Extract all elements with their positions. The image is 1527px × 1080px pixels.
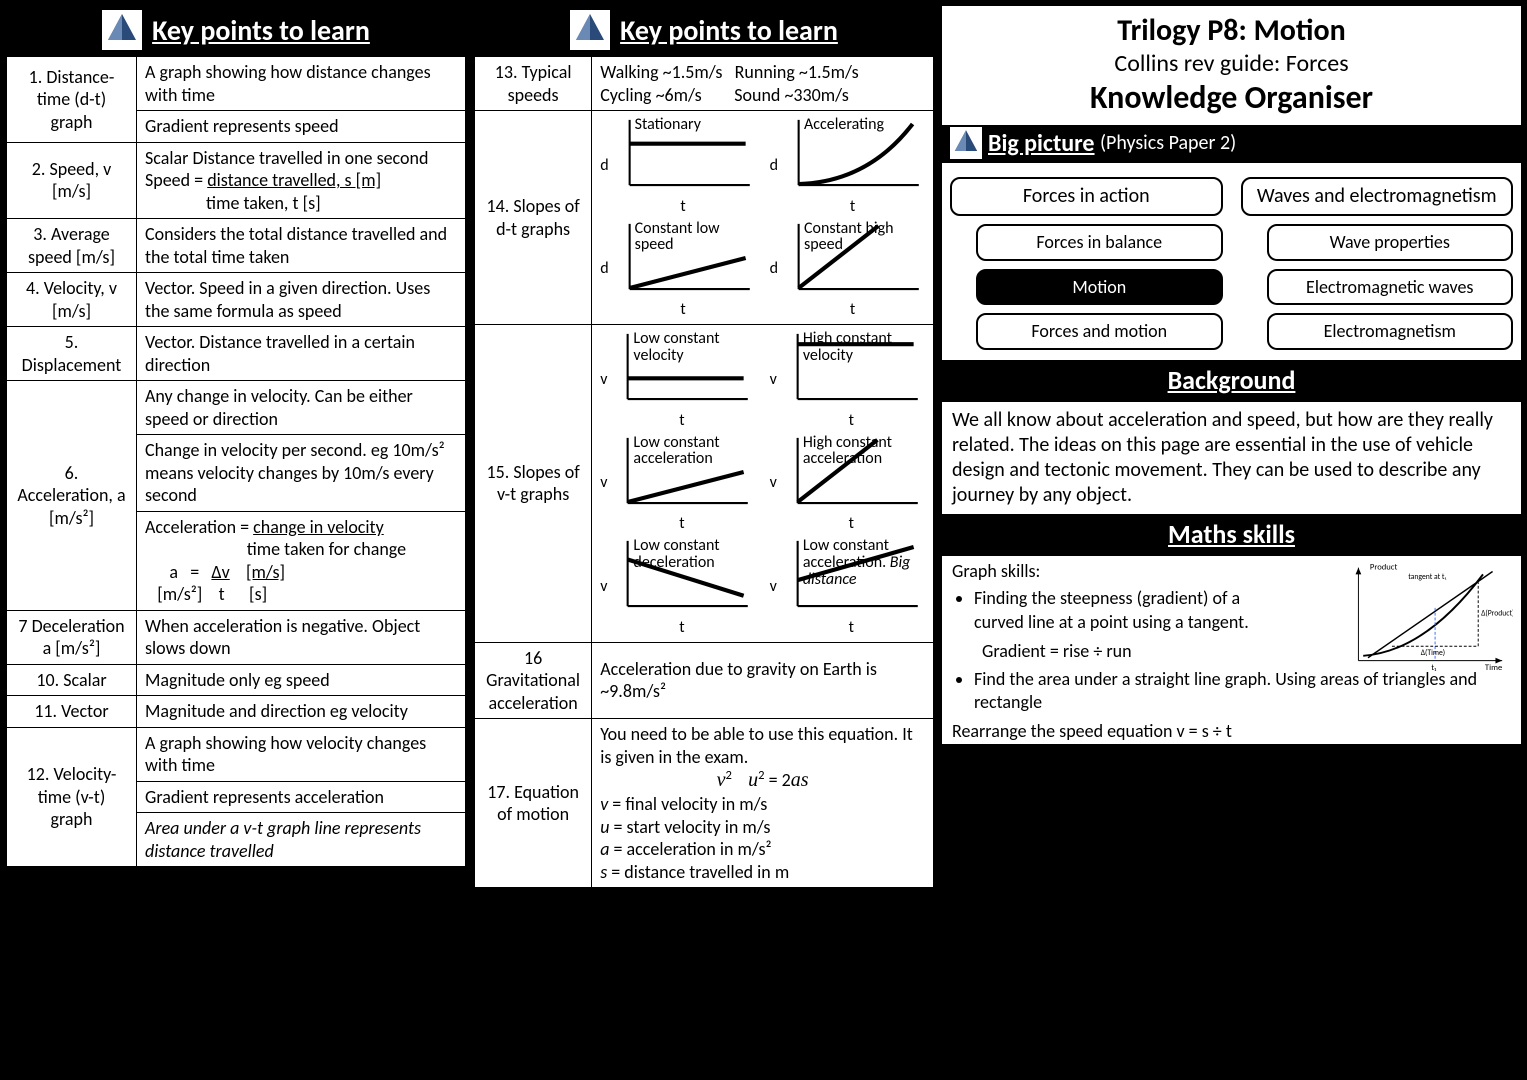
bp-topic-box: Electromagnetic waves bbox=[1267, 269, 1514, 306]
academy-trust-logo-icon bbox=[570, 10, 610, 50]
bp-topic-box: Motion bbox=[976, 269, 1223, 306]
bp-head-left: Forces in action bbox=[950, 177, 1223, 216]
table-row: 12. Velocity-time (v-t) graphA graph sho… bbox=[7, 727, 466, 781]
title-card: Trilogy P8: Motion Collins rev guide: Fo… bbox=[942, 6, 1521, 125]
page-type: Knowledge Organiser bbox=[946, 78, 1517, 117]
table-row: 16 Gravitational acceleration Accelerati… bbox=[475, 642, 934, 719]
table-row: 7 Deceleration a [m/s²]When acceleration… bbox=[7, 610, 466, 664]
bp-left-group: Forces in action Forces in balance Motion… bbox=[950, 177, 1223, 350]
bp-topic-box: Forces and motion bbox=[976, 313, 1223, 350]
table-row: 4. Velocity, v [m/s]Vector. Speed in a g… bbox=[7, 273, 466, 327]
bp-right-group: Waves and electromagnetism Wave properti… bbox=[1241, 177, 1514, 350]
mini-graph: vLow constant acceleration. Big distance… bbox=[770, 536, 925, 638]
academy-trust-logo-icon bbox=[950, 127, 982, 159]
table-row: 11. VectorMagnitude and direction eg vel… bbox=[7, 696, 466, 728]
mini-graph: vHigh constant velocityt bbox=[770, 329, 925, 431]
table-row: 3. Average speed [m/s]Considers the tota… bbox=[7, 219, 466, 273]
mini-graph: vHigh constant accelerationt bbox=[770, 433, 925, 535]
column-3: Trilogy P8: Motion Collins rev guide: Fo… bbox=[942, 6, 1521, 1074]
column-1: Key points to learn 1. Distance-time (d-… bbox=[6, 6, 466, 1074]
page-subtitle: Collins rev guide: Forces bbox=[946, 49, 1517, 78]
big-picture-panel: Forces in action Forces in balance Motion… bbox=[942, 163, 1521, 360]
bp-topic-box: Wave properties bbox=[1267, 224, 1514, 261]
mini-graph: vLow constant decelerationt bbox=[600, 536, 755, 638]
table-row: 10. ScalarMagnitude only eg speed bbox=[7, 664, 466, 696]
table-row: 15. Slopes of v-t graphs vLow constant v… bbox=[475, 325, 934, 643]
table-row: 6. Acceleration, a [m/s²]Any change in v… bbox=[7, 381, 466, 435]
svg-text:Product: Product bbox=[1370, 563, 1398, 573]
page-title: Trilogy P8: Motion bbox=[946, 12, 1517, 49]
maths-last: Rearrange the speed equation v = s ÷ t bbox=[952, 720, 1511, 743]
background-header: Background bbox=[942, 360, 1521, 402]
big-picture-header: Big picture (Physics Paper 2) bbox=[942, 125, 1521, 163]
mini-graph: dAcceleratingt bbox=[770, 115, 925, 217]
svg-text:Δ(Time): Δ(Time) bbox=[1421, 648, 1445, 658]
background-text: We all know about acceleration and speed… bbox=[942, 402, 1521, 514]
bp-topic-box: Forces in balance bbox=[976, 224, 1223, 261]
bp-topic-box: Electromagnetism bbox=[1267, 313, 1514, 350]
mini-graph: vLow constant velocityt bbox=[600, 329, 755, 431]
column-2: Key points to learn 13. Typical speeds W… bbox=[474, 6, 934, 1074]
svg-text:tangent at t₁: tangent at t₁ bbox=[1408, 573, 1446, 582]
definitions-table-2: 13. Typical speeds Walking ~1.5m/s Runni… bbox=[474, 56, 934, 888]
table-row: 5. DisplacementVector. Distance travelle… bbox=[7, 327, 466, 381]
mini-graph: vLow constant accelerationt bbox=[600, 433, 755, 535]
table-row: 2. Speed, v [m/s]Scalar Distance travell… bbox=[7, 142, 466, 219]
bp-head-right: Waves and electromagnetism bbox=[1241, 177, 1514, 216]
maths-bullet: Finding the steepness (gradient) of a cu… bbox=[974, 587, 1254, 634]
table-row: 13. Typical speeds Walking ~1.5m/s Runni… bbox=[475, 57, 934, 111]
table-row: 17. Equation of motion You need to be ab… bbox=[475, 719, 934, 888]
mini-graph: dStationaryt bbox=[600, 115, 755, 217]
svg-text:Δ(Product): Δ(Product) bbox=[1481, 609, 1513, 619]
mini-graph: dConstant high speedt bbox=[770, 219, 925, 321]
maths-body: Product tangent at t₁ Δ(Product) Δ(Time)… bbox=[942, 556, 1521, 744]
mini-graph: dConstant low speedt bbox=[600, 219, 755, 321]
key-points-header-2: Key points to learn bbox=[474, 6, 934, 56]
table-row: 1. Distance-time (d-t) graphA graph show… bbox=[7, 57, 466, 111]
definitions-table-1: 1. Distance-time (d-t) graphA graph show… bbox=[6, 56, 466, 867]
academy-trust-logo-icon bbox=[102, 10, 142, 50]
svg-text:t₁: t₁ bbox=[1431, 663, 1437, 673]
svg-text:Time: Time bbox=[1485, 663, 1502, 673]
key-points-header-1: Key points to learn bbox=[6, 6, 466, 56]
table-row: 14. Slopes of d-t graphs dStationarytdAc… bbox=[475, 111, 934, 325]
tangent-graph-icon: Product tangent at t₁ Δ(Product) Δ(Time)… bbox=[1338, 560, 1513, 675]
maths-header: Maths skills bbox=[942, 514, 1521, 556]
